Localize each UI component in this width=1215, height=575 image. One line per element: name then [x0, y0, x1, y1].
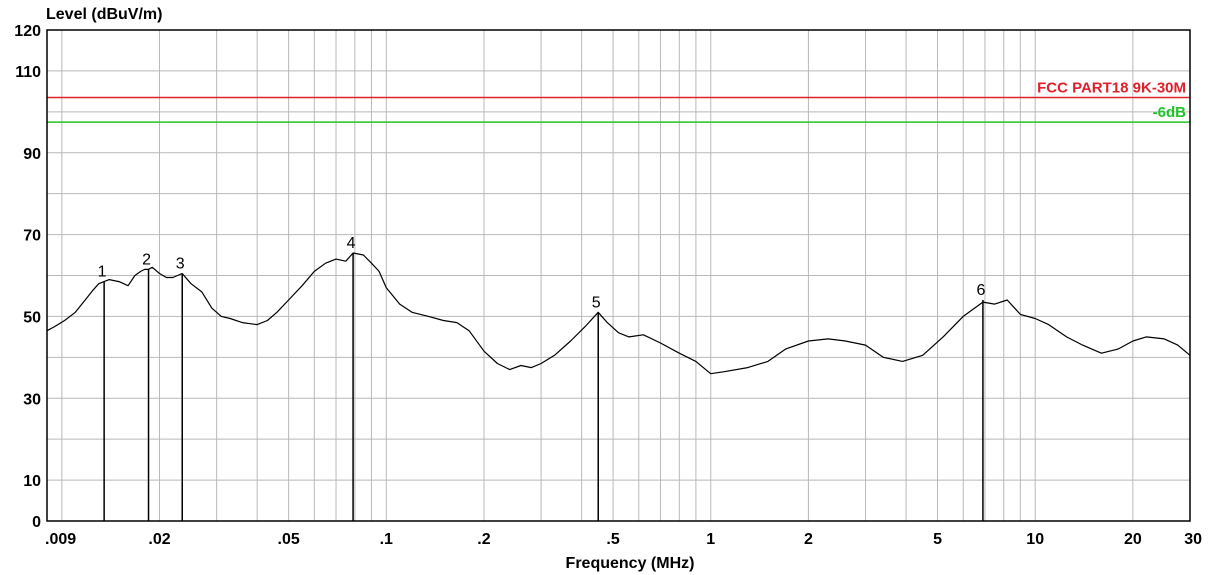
peak-marker-label: 3: [176, 255, 185, 272]
x-tick-label: .2: [477, 531, 490, 548]
x-tick-label: 10: [1026, 531, 1044, 548]
x-tick-label: .02: [148, 531, 170, 548]
x-axis-title: Frequency (MHz): [566, 555, 695, 572]
x-tick-label: 5: [933, 531, 942, 548]
peak-markers: 1 2 3 4 5 6: [98, 235, 985, 521]
y-axis-title: Level (dBuV/m): [46, 6, 162, 23]
y-tick-label: 30: [23, 391, 41, 408]
peak-marker-label: 6: [976, 282, 985, 299]
limit-line-label: -6dB: [1153, 104, 1187, 121]
peak-marker-label: 4: [347, 235, 356, 252]
x-tick-label: 1: [706, 531, 715, 548]
y-tick-label: 90: [23, 146, 41, 163]
x-tick-label: .1: [380, 531, 393, 548]
y-tick-label: 70: [23, 228, 41, 245]
x-tick-label: 20: [1124, 531, 1142, 548]
y-tick-label: 120: [14, 23, 41, 40]
y-tick-label: 10: [23, 473, 41, 490]
x-tick-label: 2: [804, 531, 813, 548]
x-tick-label: 30: [1184, 531, 1202, 548]
measurement-trace: [46, 252, 1191, 375]
peak-marker-label: 2: [142, 251, 151, 268]
x-tick-label: .5: [606, 531, 619, 548]
plot-frame: [46, 29, 1191, 522]
y-tick-labels: 0 10 30 50 70 90 110 120: [14, 23, 41, 531]
y-tick-label: 110: [15, 64, 41, 81]
peak-marker-label: 1: [98, 264, 107, 281]
measurement-trace-group: [46, 252, 1191, 375]
y-tick-label: 50: [23, 309, 41, 326]
x-tick-labels: .009 .02 .05 .1 .2 .5 1 2 5 10 20 30: [45, 531, 1202, 548]
y-tick-label: 0: [32, 514, 41, 531]
x-tick-label: .009: [45, 531, 76, 548]
peak-marker-label: 5: [592, 294, 601, 311]
limit-line-label: FCC PART18 9K-30M: [1037, 80, 1186, 97]
chart-grid: [47, 30, 1190, 521]
limit-lines: FCC PART18 9K-30M -6dB: [47, 80, 1190, 123]
x-tick-label: .05: [278, 531, 300, 548]
